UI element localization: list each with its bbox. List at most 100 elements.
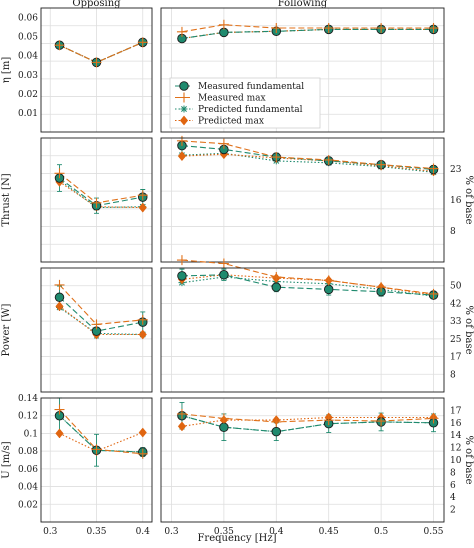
data-point-predicted-max xyxy=(55,428,64,439)
data-point-measured-max xyxy=(176,255,187,266)
panel-frame xyxy=(160,7,445,133)
data-point-measured-max xyxy=(323,275,334,286)
legend-entry: Measured max xyxy=(198,94,266,104)
data-point-measured-max xyxy=(428,23,439,34)
plot-area xyxy=(161,138,444,262)
legend-marker xyxy=(180,105,188,113)
data-point-measured-max xyxy=(137,448,148,459)
data-point-measured-max xyxy=(271,23,282,34)
data-point-measured-max xyxy=(376,282,387,293)
column-title: Opposing xyxy=(72,0,121,9)
panel-frame xyxy=(40,267,153,393)
data-point-measured-max xyxy=(137,190,148,201)
data-point-measured-max xyxy=(91,444,102,455)
series-line-predicted-max xyxy=(59,181,143,209)
data-point-predicted-max xyxy=(55,301,64,312)
right-tick-label: 16 xyxy=(450,419,462,429)
panel-frame xyxy=(160,397,445,523)
data-point-measured-max xyxy=(218,413,229,424)
y-tick-label: 0.04 xyxy=(18,52,38,62)
data-point-predicted-max xyxy=(138,329,147,340)
plot-area xyxy=(161,398,444,522)
data-point-measured-fundamental xyxy=(219,422,229,432)
x-axis-label: Frequency [Hz] xyxy=(197,533,276,544)
data-point-measured-max xyxy=(428,413,439,424)
series-line-measured-max xyxy=(181,413,434,423)
right-tick-label: 10 xyxy=(450,456,462,466)
x-tick-label: 0.55 xyxy=(423,527,443,537)
y-tick-label: 0.14 xyxy=(18,394,38,404)
right-tick-label: 50 xyxy=(450,282,462,292)
y-tick-label: 0.02 xyxy=(18,90,38,100)
data-point-predicted-max xyxy=(177,421,187,432)
series-line-predicted-max xyxy=(181,28,434,40)
data-point-measured-max xyxy=(218,138,229,149)
data-point-predicted-max xyxy=(138,427,147,438)
right-tick-label: 14 xyxy=(450,431,462,441)
data-point-measured-max xyxy=(376,416,387,427)
data-point-measured-max xyxy=(271,416,282,427)
series-line-predicted-fundamental xyxy=(59,307,143,336)
data-point-measured-max xyxy=(428,163,439,174)
y-tick-label: 0.08 xyxy=(18,447,38,457)
y-tick-label: 0.05 xyxy=(18,33,38,43)
data-point-measured-max xyxy=(323,415,334,426)
data-point-predicted-max xyxy=(177,151,187,162)
data-point-measured-max xyxy=(91,197,102,208)
right-tick-label: 12 xyxy=(450,444,461,454)
data-point-measured-max xyxy=(428,288,439,299)
right-axis-label: % of base xyxy=(463,306,474,355)
panel-frame xyxy=(40,397,153,523)
series-line-measured-max xyxy=(181,140,434,170)
y-axis-label: Thrust [N] xyxy=(1,173,12,226)
data-point-measured-fundamental xyxy=(323,284,334,295)
legend-entry: Predicted fundamental xyxy=(198,105,303,115)
x-tick-label: 0.35 xyxy=(86,527,106,537)
x-tick-label: 0.3 xyxy=(164,527,179,537)
y-tick-label: 0.02 xyxy=(18,500,38,510)
data-point-measured-max xyxy=(54,168,65,179)
data-point-measured-max xyxy=(137,314,148,325)
data-point-measured-max xyxy=(54,404,65,415)
legend-marker xyxy=(179,115,189,126)
y-tick-label: 0.01 xyxy=(18,109,38,119)
right-tick-label: 16 xyxy=(450,196,462,206)
legend-entry: Measured fundamental xyxy=(198,82,304,92)
data-point-measured-max xyxy=(176,26,187,37)
right-tick-label: 23 xyxy=(450,165,462,175)
y-tick-label: 0.06 xyxy=(18,465,38,475)
right-tick-label: 17 xyxy=(450,406,462,416)
right-tick-label: 8 xyxy=(450,227,456,237)
data-point-measured-max xyxy=(54,40,65,51)
series-line-measured-fundamental xyxy=(181,415,434,433)
right-tick-label: 8 xyxy=(450,370,456,380)
right-axis-label: % of base xyxy=(463,176,474,225)
data-point-measured-fundamental xyxy=(271,426,282,437)
data-point-measured-max xyxy=(271,152,282,163)
panel-frame xyxy=(40,7,153,133)
data-point-measured-fundamental xyxy=(177,271,187,281)
right-tick-label: 17 xyxy=(450,353,462,363)
x-tick-label: 0.3 xyxy=(43,527,58,537)
data-point-measured-fundamental xyxy=(54,292,65,303)
x-tick-label: 0.5 xyxy=(374,527,389,537)
data-point-measured-fundamental xyxy=(219,270,229,280)
x-tick-label: 0.4 xyxy=(136,527,151,537)
y-tick-label: 0.03 xyxy=(18,71,38,81)
right-tick-label: 4 xyxy=(450,493,456,503)
data-point-measured-max xyxy=(91,319,102,330)
data-point-measured-max xyxy=(376,23,387,34)
right-tick-label: 42 xyxy=(450,299,461,309)
plot-area xyxy=(161,268,444,392)
series-line-predicted-max xyxy=(181,274,434,296)
right-tick-label: 33 xyxy=(450,317,462,327)
x-tick-label: 0.35 xyxy=(214,527,234,537)
data-point-measured-max xyxy=(91,57,102,68)
series-line-measured-max xyxy=(181,24,434,33)
data-point-measured-max xyxy=(54,279,65,290)
y-axis-label: η [m] xyxy=(1,57,12,84)
x-tick-label: 0.4 xyxy=(269,527,284,537)
data-point-measured-max xyxy=(376,159,387,170)
data-point-measured-max xyxy=(137,37,148,48)
